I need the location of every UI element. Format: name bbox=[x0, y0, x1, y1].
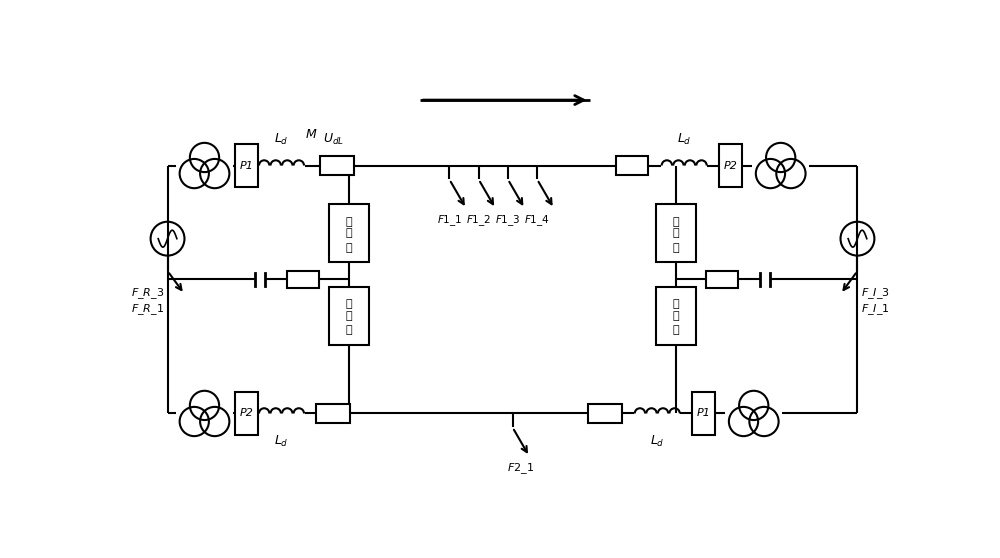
Bar bbox=[235, 145, 258, 187]
Bar bbox=[235, 392, 258, 435]
Bar bbox=[656, 287, 696, 344]
Text: $F1\_1$: $F1\_1$ bbox=[437, 213, 462, 228]
Text: $L_d$: $L_d$ bbox=[274, 434, 289, 449]
Text: $F\_I\_1$: $F\_I\_1$ bbox=[861, 302, 890, 316]
Bar bbox=[316, 404, 350, 423]
Text: $L_d$: $L_d$ bbox=[274, 132, 289, 147]
Bar bbox=[287, 271, 319, 288]
Text: $F2\_1$: $F2\_1$ bbox=[507, 461, 534, 476]
Bar bbox=[329, 287, 369, 344]
Text: 滤: 滤 bbox=[346, 217, 353, 227]
Bar bbox=[706, 271, 738, 288]
Bar bbox=[588, 404, 622, 423]
Text: $L_d$: $L_d$ bbox=[650, 434, 665, 449]
Text: 滤: 滤 bbox=[346, 299, 353, 309]
Bar bbox=[320, 156, 354, 175]
Text: 器: 器 bbox=[346, 243, 353, 253]
Text: P2: P2 bbox=[723, 161, 737, 171]
Text: 器: 器 bbox=[672, 325, 679, 335]
Text: $F1\_2$: $F1\_2$ bbox=[466, 213, 491, 228]
Bar bbox=[656, 204, 696, 262]
Bar bbox=[329, 204, 369, 262]
Text: P1: P1 bbox=[697, 408, 710, 418]
Bar bbox=[616, 156, 648, 175]
Text: $U_{dL}$: $U_{dL}$ bbox=[323, 132, 344, 147]
Bar bbox=[692, 392, 715, 435]
Bar bbox=[719, 145, 742, 187]
Text: 滤: 滤 bbox=[672, 299, 679, 309]
Text: 器: 器 bbox=[672, 243, 679, 253]
Text: $L_d$: $L_d$ bbox=[677, 132, 691, 147]
Text: $M$: $M$ bbox=[305, 128, 317, 141]
Text: 器: 器 bbox=[346, 325, 353, 335]
Text: 波: 波 bbox=[346, 311, 353, 321]
Text: P1: P1 bbox=[240, 161, 254, 171]
Text: 波: 波 bbox=[672, 311, 679, 321]
Text: $F\_R\_3$: $F\_R\_3$ bbox=[131, 286, 164, 301]
Text: $F\_R\_1$: $F\_R\_1$ bbox=[131, 302, 164, 316]
Text: 波: 波 bbox=[346, 228, 353, 238]
Text: 滤: 滤 bbox=[672, 217, 679, 227]
Text: $F1\_4$: $F1\_4$ bbox=[524, 213, 550, 228]
Text: $F\_I\_3$: $F\_I\_3$ bbox=[861, 286, 890, 301]
Text: $F1\_3$: $F1\_3$ bbox=[495, 213, 521, 228]
Text: 波: 波 bbox=[672, 228, 679, 238]
Text: P2: P2 bbox=[240, 408, 254, 418]
